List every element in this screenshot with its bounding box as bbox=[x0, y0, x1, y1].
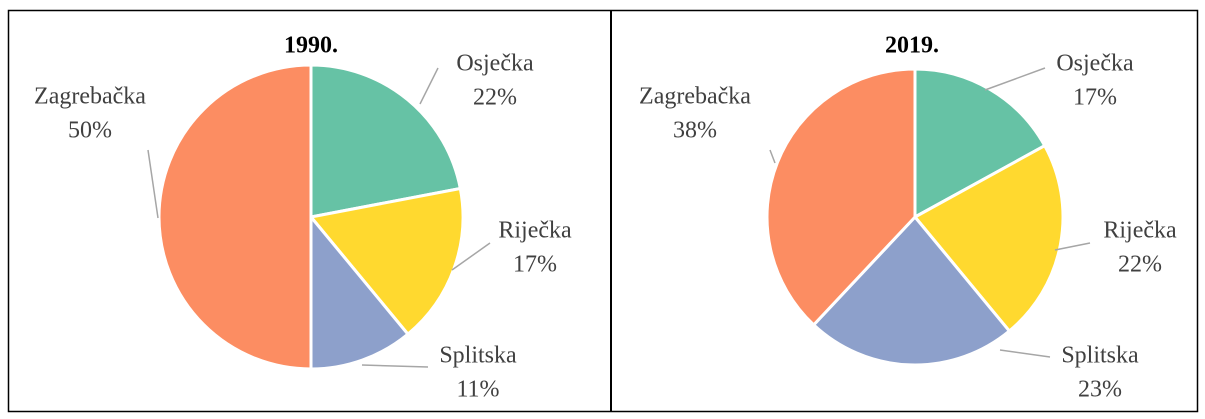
slice-label-name: Splitska bbox=[439, 343, 517, 369]
slice-label-value: 11% bbox=[456, 377, 499, 403]
pie-slice bbox=[811, 214, 1012, 367]
slice-label-name: Splitska bbox=[1061, 343, 1139, 369]
slice-label-name: Osječka bbox=[1056, 51, 1134, 77]
slice-label-name: Riječka bbox=[498, 218, 572, 244]
pie-slice bbox=[309, 63, 463, 219]
chart-title: 2019. bbox=[885, 33, 939, 59]
slice-label-value: 50% bbox=[68, 118, 112, 144]
pie-slice bbox=[157, 63, 313, 371]
leader-line bbox=[999, 349, 1051, 358]
leader-line bbox=[419, 67, 439, 105]
leader-line bbox=[984, 67, 1046, 91]
pie-slice bbox=[912, 143, 1065, 334]
pie-slice bbox=[913, 67, 1047, 220]
leader-line bbox=[147, 149, 159, 219]
slice-label-value: 22% bbox=[473, 85, 517, 111]
pie-slice bbox=[765, 67, 917, 328]
slice-label-value: 38% bbox=[673, 118, 717, 144]
pie-slice bbox=[309, 212, 411, 371]
leader-line bbox=[361, 364, 429, 368]
table-border bbox=[7, 9, 1199, 413]
chart-title: 1990. bbox=[284, 33, 338, 59]
slice-label-value: 17% bbox=[513, 252, 557, 278]
slice-label-name: Zagrebačka bbox=[34, 84, 146, 110]
slice-label-name: Osječka bbox=[456, 51, 534, 77]
slice-label-name: Zagrebačka bbox=[639, 84, 751, 110]
leader-line bbox=[1054, 242, 1091, 251]
slice-label-name: Riječka bbox=[1103, 218, 1177, 244]
slice-label-value: 17% bbox=[1073, 85, 1117, 111]
leader-line bbox=[769, 149, 776, 164]
slice-label-value: 23% bbox=[1078, 377, 1122, 403]
leader-line bbox=[451, 242, 491, 271]
slice-label-value: 22% bbox=[1118, 252, 1162, 278]
